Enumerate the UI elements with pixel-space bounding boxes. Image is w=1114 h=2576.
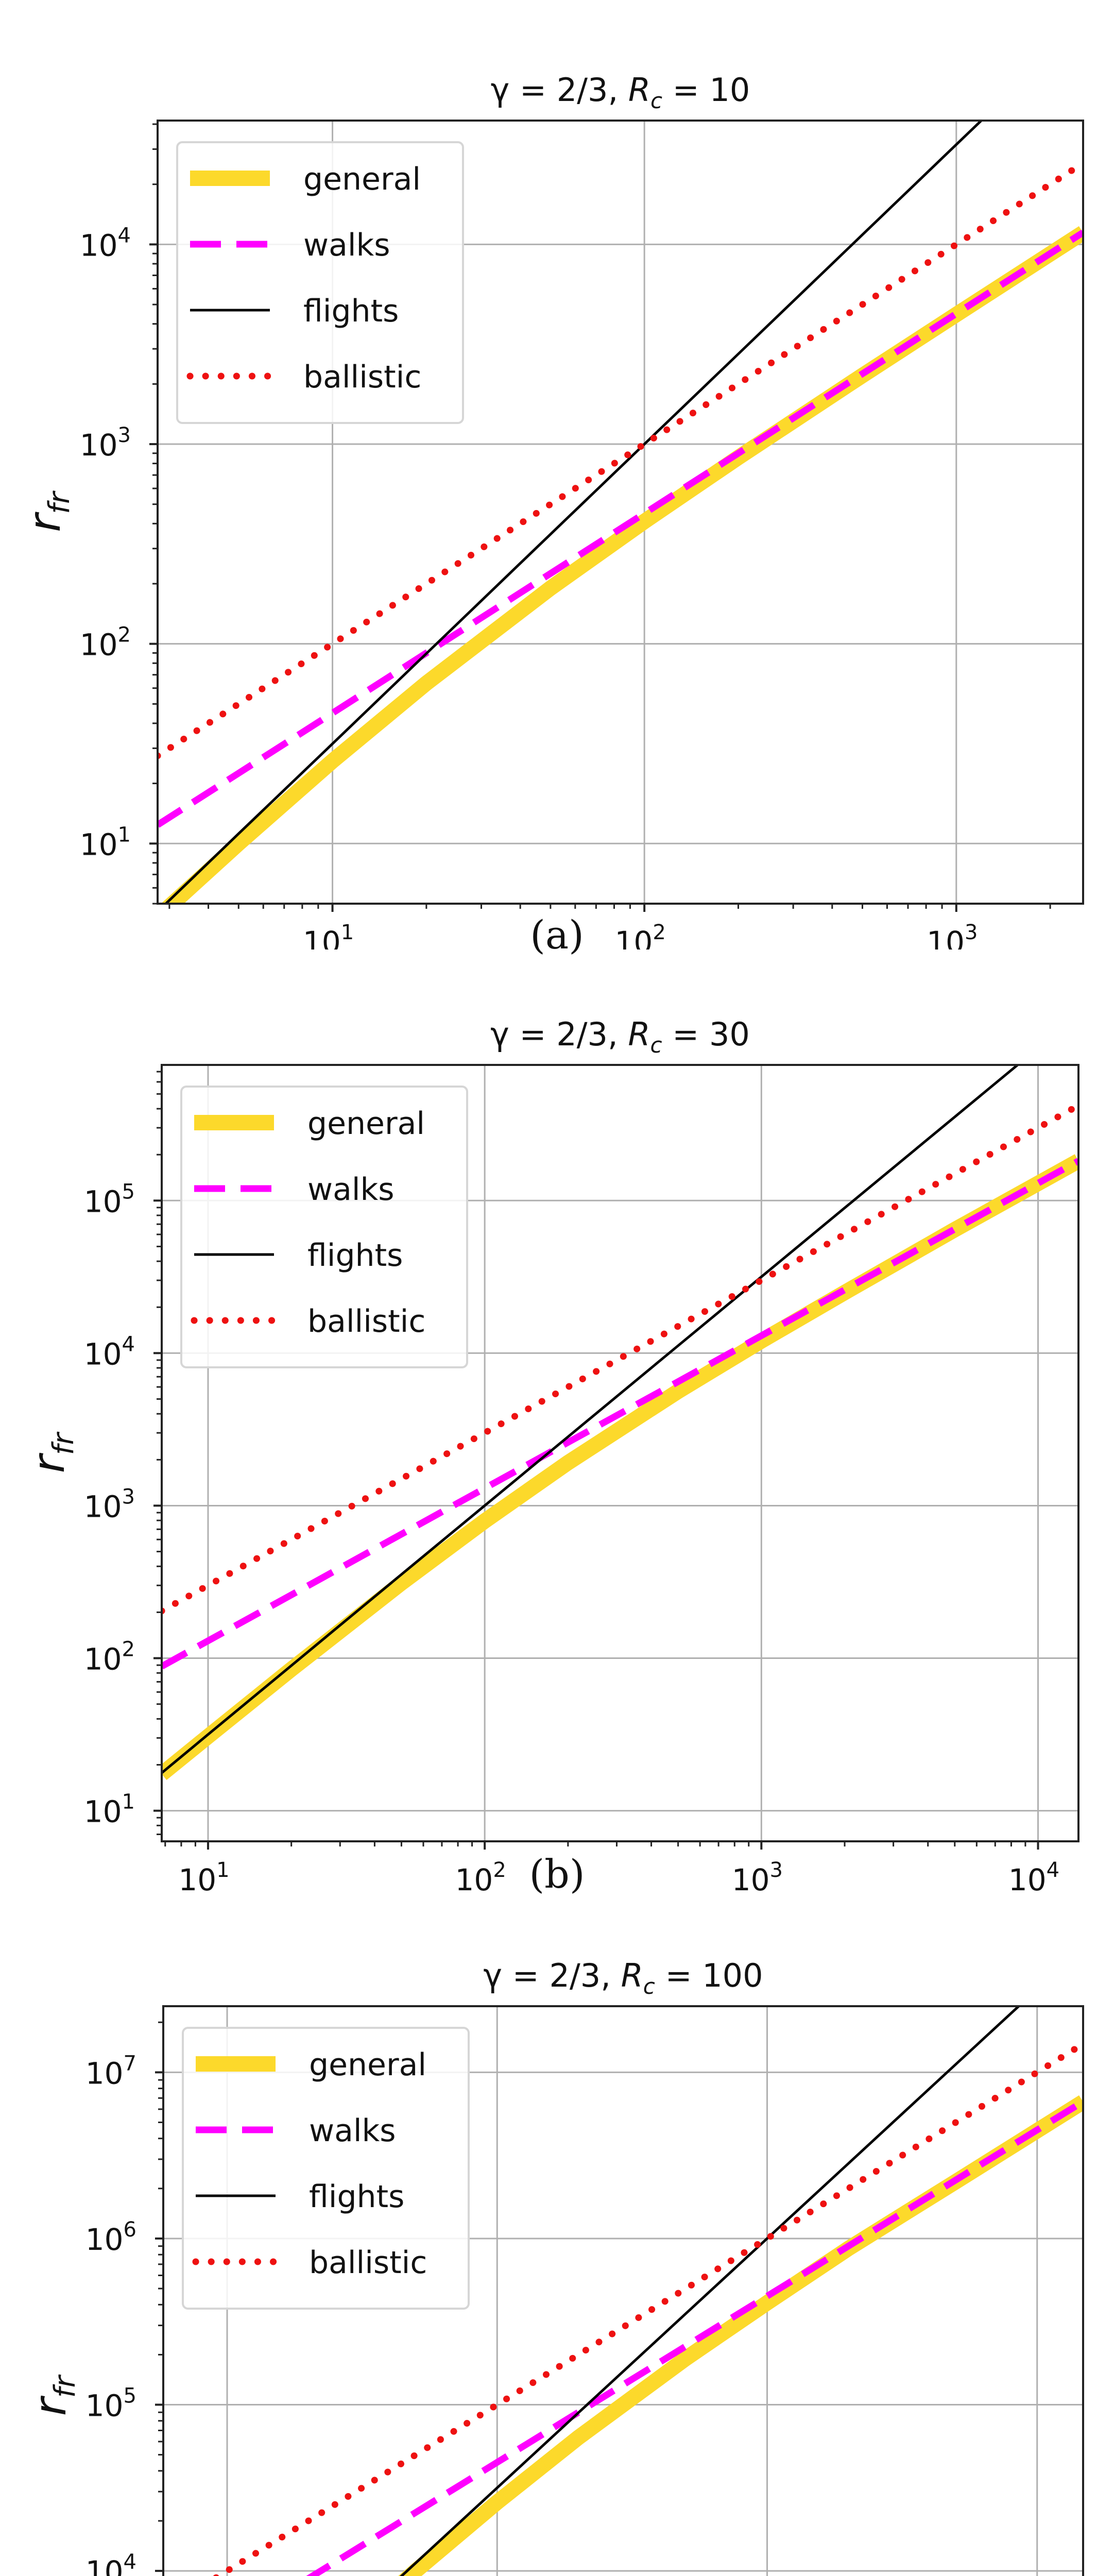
series-lines xyxy=(162,1065,1078,1781)
series-walks xyxy=(162,1158,1078,1670)
x-tick-label: 102 xyxy=(455,1858,506,1897)
caption-b: (b) xyxy=(529,1851,585,1897)
legend-label-ballistic: ballistic xyxy=(303,359,421,395)
plot-frame xyxy=(157,120,1084,905)
caption-a: (a) xyxy=(530,912,584,958)
y-tick-label: 104 xyxy=(85,2550,136,2576)
y-tick-label: 102 xyxy=(80,623,131,663)
y-axis-label: rfr xyxy=(19,490,76,532)
series-ballistic xyxy=(158,160,1083,759)
y-tick-label: 102 xyxy=(84,1638,135,1677)
x-tick-label: 101 xyxy=(303,921,354,950)
legend-label-flights: flights xyxy=(303,293,399,329)
series-flights xyxy=(162,1065,1020,1774)
legend-label-walks: walks xyxy=(307,1172,395,1208)
x-tick-label: 103 xyxy=(732,1858,783,1897)
chart-title: γ = 2/3, Rc = 30 xyxy=(490,1015,750,1058)
series-flights xyxy=(164,121,983,904)
plot-frame xyxy=(162,2005,1084,2576)
legend-label-walks: walks xyxy=(303,227,390,263)
legend: general walks flights ballistic xyxy=(180,1086,468,1368)
y-axis-label: rfr xyxy=(23,1431,80,1473)
y-tick-label: 107 xyxy=(85,2052,136,2091)
panel-b: γ = 2/3, Rc = 30 101 102 103 104 101 102 103 104… xyxy=(0,950,1114,1899)
legend-label-general: general xyxy=(303,161,421,197)
chart-b: γ = 2/3, Rc = 30 101 102 103 104 101 102 103 104… xyxy=(23,1015,1079,1897)
chart-title: γ = 2/3, Rc = 10 xyxy=(491,71,750,113)
y-axis-label: rfr xyxy=(25,2374,82,2416)
x-tick-label: 104 xyxy=(1008,1858,1059,1897)
series-lines xyxy=(158,121,1083,904)
y-tick-label: 104 xyxy=(84,1332,135,1371)
y-tick-label: 105 xyxy=(85,2384,136,2424)
chart-title: γ = 2/3, Rc = 100 xyxy=(483,1957,763,1999)
y-tick-label: 101 xyxy=(84,1790,135,1829)
y-tick-label: 103 xyxy=(84,1485,135,1524)
legend-label-ballistic: ballistic xyxy=(307,1303,425,1340)
legend-label-flights: flights xyxy=(307,1238,403,1274)
y-tick-label: 103 xyxy=(80,423,131,463)
y-tick-label: 104 xyxy=(80,224,131,263)
y-tick-label: 101 xyxy=(80,823,131,862)
legend-label-walks: walks xyxy=(309,2113,396,2149)
legend-label-general: general xyxy=(307,1106,425,1142)
panel-a: γ = 2/3, Rc = 10101102103101102103104trf… xyxy=(0,0,1114,958)
x-tick-label: 103 xyxy=(927,921,978,950)
legend: general walks flights ballistic xyxy=(182,2027,470,2310)
panel-c: γ = 2/3, Rc = 10010210310410510310410510… xyxy=(0,1899,1114,2576)
y-tick-label: 106 xyxy=(85,2218,136,2257)
series-flights xyxy=(400,2006,1021,2576)
plot-frame xyxy=(161,1064,1079,1842)
y-tick-label: 105 xyxy=(84,1180,135,1219)
chart-c: γ = 2/3, Rc = 10010210310410510310410510… xyxy=(25,1957,1084,2576)
x-tick-label: 102 xyxy=(615,921,666,950)
legend: general walks flights ballistic xyxy=(176,141,464,424)
x-tick-label: 101 xyxy=(178,1858,229,1897)
chart-a: γ = 2/3, Rc = 10101102103101102103104trf… xyxy=(19,71,1084,950)
legend-label-general: general xyxy=(309,2047,426,2083)
legend-label-flights: flights xyxy=(309,2179,404,2215)
series-walks xyxy=(158,229,1083,828)
series-lines xyxy=(212,2006,1083,2576)
series-walks xyxy=(306,2098,1083,2576)
series-ballistic xyxy=(162,1102,1078,1615)
legend-label-ballistic: ballistic xyxy=(309,2245,427,2281)
series-ballistic xyxy=(212,2040,1083,2576)
